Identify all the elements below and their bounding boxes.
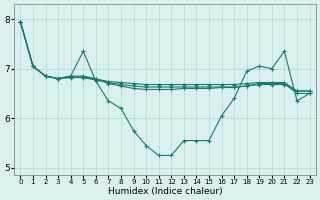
X-axis label: Humidex (Indice chaleur): Humidex (Indice chaleur) — [108, 187, 222, 196]
